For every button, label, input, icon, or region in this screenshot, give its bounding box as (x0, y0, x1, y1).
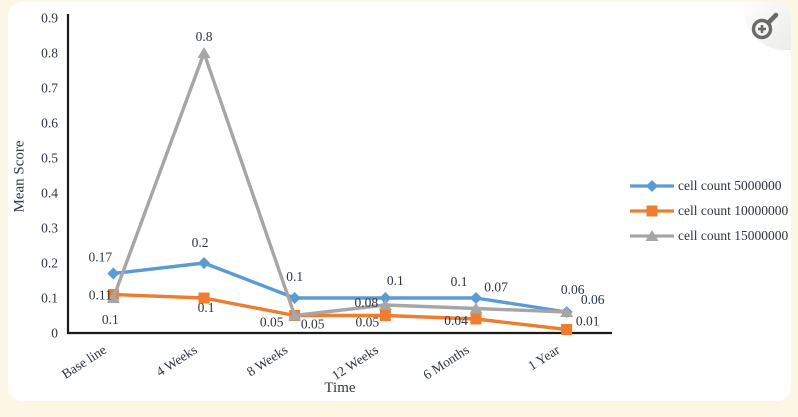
svg-text:0.7: 0.7 (41, 81, 58, 96)
svg-text:0.1: 0.1 (286, 269, 303, 284)
svg-text:0.8: 0.8 (41, 46, 58, 61)
svg-text:0.07: 0.07 (484, 280, 508, 295)
legend-label: cell count 15000000 (678, 227, 789, 243)
line-square-marker-icon (630, 205, 674, 216)
svg-text:0.06: 0.06 (581, 292, 605, 307)
svg-text:0.06: 0.06 (561, 282, 585, 297)
svg-text:0.05: 0.05 (356, 315, 380, 330)
svg-text:0.1: 0.1 (387, 273, 404, 288)
series-cell-count-10000000 (107, 289, 573, 335)
chart-legend: cell count 5000000 cell count 10000000 c… (630, 173, 788, 248)
svg-text:0.3: 0.3 (41, 221, 58, 236)
legend-label: cell count 5000000 (678, 177, 782, 193)
svg-text:0.9: 0.9 (41, 11, 58, 26)
svg-text:0.2: 0.2 (41, 256, 58, 271)
svg-text:8 Weeks: 8 Weeks (244, 342, 290, 379)
svg-text:0.04: 0.04 (444, 313, 468, 328)
svg-text:0.1: 0.1 (451, 274, 468, 289)
svg-text:0.1: 0.1 (41, 291, 58, 306)
legend-item-cell-count-5000000: cell count 5000000 (630, 173, 788, 198)
svg-text:Base line: Base line (59, 342, 109, 382)
svg-text:0.01: 0.01 (576, 314, 600, 329)
x-axis-title: Time (324, 380, 356, 396)
line-triangle-marker-icon (630, 229, 674, 241)
svg-text:0.05: 0.05 (260, 315, 284, 330)
svg-text:0.8: 0.8 (196, 29, 213, 44)
series-cell-count-15000000 (106, 47, 574, 321)
svg-text:0.5: 0.5 (41, 151, 58, 166)
y-axis-title: Mean Score (11, 140, 28, 213)
svg-text:0.08: 0.08 (355, 295, 379, 310)
line-diamond-marker-icon (630, 179, 674, 192)
series-cell-count-5000000 (107, 257, 573, 318)
svg-text:6 Months: 6 Months (420, 342, 471, 383)
svg-text:12 Weeks: 12 Weeks (329, 342, 381, 383)
svg-text:0.1: 0.1 (102, 312, 119, 327)
zoom-button[interactable] (744, 2, 791, 50)
svg-text:4 Weeks: 4 Weeks (153, 342, 199, 379)
svg-text:0.4: 0.4 (41, 186, 58, 201)
legend-item-cell-count-10000000: cell count 10000000 (630, 198, 788, 223)
svg-text:0.11: 0.11 (89, 288, 112, 303)
svg-text:0.17: 0.17 (89, 250, 113, 265)
legend-item-cell-count-15000000: cell count 15000000 (630, 223, 788, 248)
svg-text:0.1: 0.1 (198, 300, 215, 315)
svg-text:0.05: 0.05 (301, 317, 325, 332)
svg-text:1 Year: 1 Year (525, 342, 563, 374)
legend-label: cell count 10000000 (678, 202, 789, 218)
chart-canvas: 0 0.1 0.2 0.3 0.4 0.5 0.6 0.7 0.8 0.9 Base line 4 W… (41, 11, 612, 383)
chart-card: 0 0.1 0.2 0.3 0.4 0.5 0.6 0.7 0.8 0.9 Base line 4 W… (8, 2, 791, 401)
svg-text:0.6: 0.6 (41, 116, 58, 131)
magnifier-plus-icon (751, 12, 779, 40)
svg-text:0.2: 0.2 (192, 235, 209, 250)
svg-text:0: 0 (51, 326, 58, 341)
